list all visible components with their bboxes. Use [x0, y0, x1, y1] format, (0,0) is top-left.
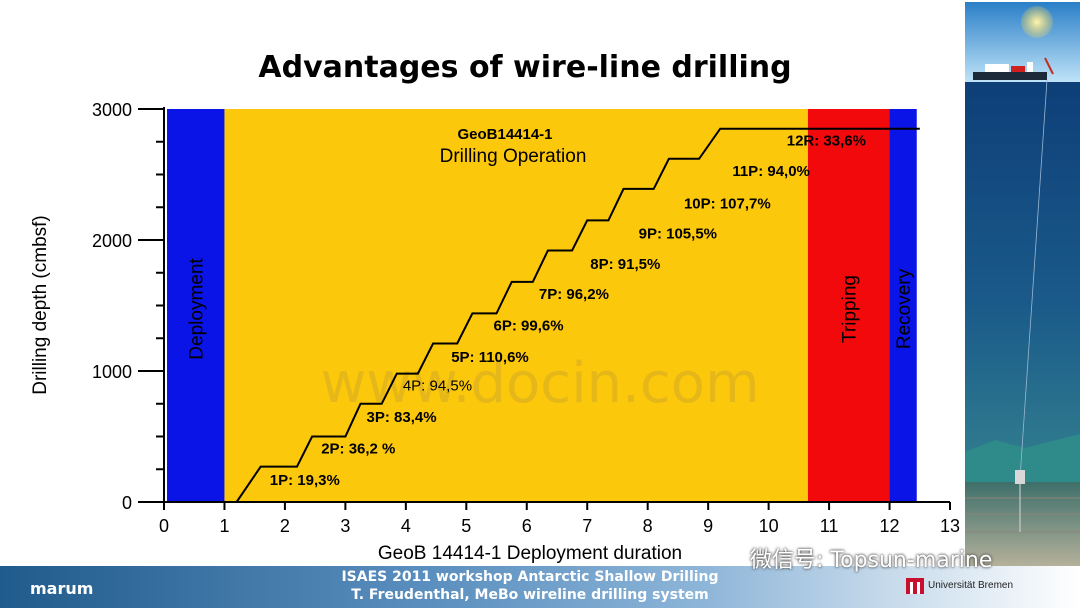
x-tick-label-9: 9 [703, 516, 713, 536]
ship-icon [973, 57, 1054, 80]
x-tick-label-13: 13 [940, 516, 960, 536]
phase-band-drilling [224, 109, 808, 502]
wechat-watermark: 微信号: Topsun-marine [750, 548, 993, 573]
wechat-icon [713, 543, 746, 565]
core-label-3: 3P: 83,4% [367, 409, 437, 426]
y-tick-label-1000: 1000 [92, 362, 132, 382]
core-label-2: 2P: 36,2 % [321, 441, 395, 458]
phase-band-tripping [807, 109, 890, 502]
x-tick-label-8: 8 [643, 516, 653, 536]
chart-subtitle: Drilling Operation [440, 146, 587, 167]
university-name: Universität Bremen [928, 580, 1014, 591]
footer-author: T. Freudenthal, MeBo wireline drilling s… [351, 587, 709, 603]
core-label-7: 7P: 96,2% [539, 286, 609, 303]
footer-bar: marum ISAES 2011 workshop Antarctic Shal… [0, 566, 1080, 608]
site-watermark: www.docin.com [320, 351, 759, 416]
core-label-1: 1P: 19,3% [270, 472, 340, 489]
y-axis-label: Drilling depth (cmbsf) [30, 215, 51, 395]
drilling-chart: Deployment Tripping Recovery www.docin.com… [30, 100, 960, 564]
phase-band-deployment [167, 109, 225, 502]
chart-title: GeoB14414-1 [457, 126, 552, 143]
x-tick-label-10: 10 [759, 516, 779, 536]
depth-series-line [235, 127, 920, 503]
core-label-5: 5P: 110,6% [451, 349, 529, 366]
phase-label-tripping: Tripping [840, 275, 861, 343]
x-tick-label-0: 0 [159, 516, 169, 536]
phase-label-recovery: Recovery [894, 268, 915, 349]
ship-illustration [965, 2, 1080, 568]
phase-band-recovery [889, 109, 917, 502]
x-tick-label-5: 5 [461, 516, 471, 536]
marum-logo: marum [30, 579, 94, 598]
wire-line [1019, 79, 1048, 479]
phase-label-deployment: Deployment [187, 258, 208, 360]
core-label-4: 4P: 94,5% [403, 378, 472, 395]
x-tick-label-3: 3 [340, 516, 350, 536]
core-label-8: 8P: 91,5% [590, 256, 660, 273]
x-tick-label-7: 7 [582, 516, 592, 536]
x-axis-label: GeoB 14414-1 Deployment duration [378, 543, 682, 564]
y-tick-label-0: 0 [122, 493, 132, 513]
y-tick-label-3000: 3000 [92, 100, 132, 120]
core-label-6: 6P: 99,6% [494, 317, 564, 334]
drill-rig-icon [1015, 470, 1025, 532]
x-tick-label-4: 4 [401, 516, 411, 536]
x-tick-label-12: 12 [880, 516, 900, 536]
core-label-10: 10P: 107,7% [684, 196, 771, 213]
core-label-9: 9P: 105,5% [639, 226, 717, 243]
x-tick-label-11: 11 [820, 516, 839, 536]
x-tick-label-1: 1 [219, 516, 229, 536]
core-label-11: 11P: 94,0% [732, 163, 810, 180]
sun-icon [1021, 6, 1053, 38]
footer-event: ISAES 2011 workshop Antarctic Shallow Dr… [341, 569, 719, 585]
y-tick-label-2000: 2000 [92, 231, 132, 251]
x-tick-label-6: 6 [522, 516, 532, 536]
core-label-12: 12R: 33,6% [787, 133, 866, 150]
slide-title: Advantages of wire-line drilling [258, 50, 792, 85]
x-tick-label-2: 2 [280, 516, 290, 536]
university-logo-icon [906, 578, 924, 594]
